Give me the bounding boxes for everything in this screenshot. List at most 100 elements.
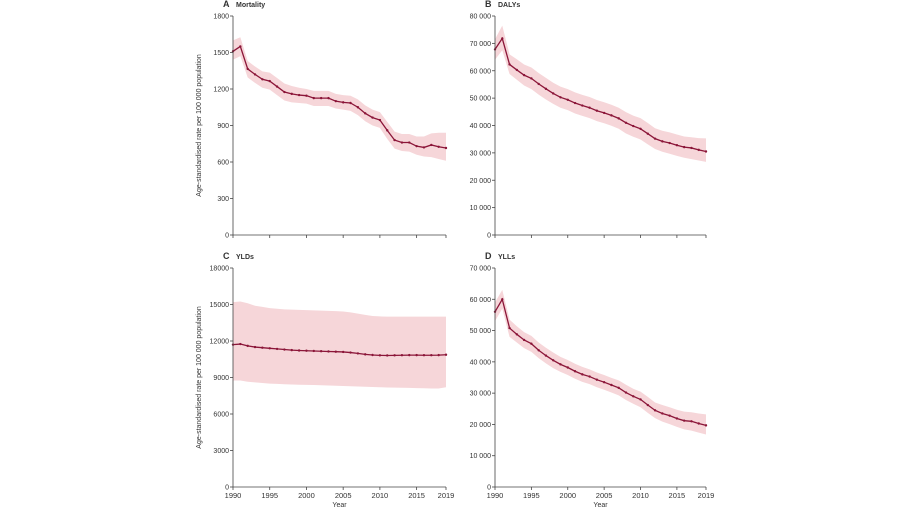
y-tick-label: 0 xyxy=(487,485,491,492)
x-axis-label: Year xyxy=(593,502,608,509)
data-point xyxy=(501,298,504,301)
data-point xyxy=(371,353,374,357)
x-tick-label: 2019 xyxy=(698,491,715,500)
data-point xyxy=(617,117,620,120)
data-point xyxy=(275,85,279,88)
x-tick-label: 2000 xyxy=(298,491,315,500)
data-point xyxy=(690,420,693,423)
data-point xyxy=(682,145,686,149)
y-tick-label: 50 000 xyxy=(470,328,492,335)
data-point xyxy=(675,417,679,420)
y-tick-label: 300 xyxy=(217,196,229,203)
data-point xyxy=(319,350,323,353)
series-line xyxy=(232,45,447,149)
data-point xyxy=(661,140,664,143)
data-point xyxy=(305,94,308,97)
x-tick-label: 1990 xyxy=(487,491,504,500)
x-tick-label: 2005 xyxy=(335,491,352,500)
y-tick-label: 60 000 xyxy=(470,68,492,75)
x-tick-label: 1995 xyxy=(523,491,540,500)
data-point xyxy=(537,82,540,86)
data-point xyxy=(334,99,338,103)
x-tick-label: 2015 xyxy=(669,491,686,500)
y-tick-label: 60 000 xyxy=(470,297,492,304)
data-point xyxy=(522,338,526,342)
data-point xyxy=(552,359,555,362)
x-tick-label: 2010 xyxy=(372,491,389,500)
data-point xyxy=(341,101,345,104)
data-point xyxy=(639,127,642,130)
data-point xyxy=(312,96,315,100)
data-point xyxy=(290,92,293,96)
x-tick-label: 1995 xyxy=(261,491,278,500)
data-point xyxy=(682,419,686,422)
data-point xyxy=(602,380,606,384)
y-tick-label: 600 xyxy=(217,160,229,167)
data-point xyxy=(312,349,315,353)
data-point xyxy=(364,112,367,115)
data-point xyxy=(530,342,533,345)
data-point xyxy=(646,403,649,407)
data-point xyxy=(581,104,584,107)
y-tick-label: 30 000 xyxy=(470,150,492,157)
y-tick-label: 0 xyxy=(225,485,229,492)
y-tick-label: 70 000 xyxy=(470,266,492,273)
data-point xyxy=(668,141,671,145)
data-point xyxy=(422,354,426,357)
panel-letter: C xyxy=(223,251,230,261)
x-tick-label: 2000 xyxy=(559,491,576,500)
data-point xyxy=(297,349,301,352)
data-point xyxy=(437,145,440,148)
data-point xyxy=(559,96,562,99)
panel-title: Mortality xyxy=(236,2,265,9)
y-tick-label: 50 000 xyxy=(470,96,492,103)
panel-title: YLDs xyxy=(236,254,254,261)
data-point xyxy=(559,363,562,366)
data-point xyxy=(632,395,635,398)
data-point xyxy=(690,146,693,150)
uncertainty-band xyxy=(233,301,446,389)
data-point xyxy=(408,353,411,357)
data-point xyxy=(415,353,418,357)
y-axis-label: Age-standardised rate per 100 000 popula… xyxy=(196,54,203,197)
data-point xyxy=(334,350,338,353)
data-point xyxy=(573,370,577,373)
data-point xyxy=(602,111,606,115)
data-point xyxy=(515,333,519,336)
y-tick-label: 18000 xyxy=(210,266,230,273)
data-point xyxy=(444,353,448,356)
data-point xyxy=(581,373,584,376)
data-point xyxy=(588,106,591,109)
data-point xyxy=(646,132,649,135)
data-point xyxy=(268,79,271,83)
data-point xyxy=(566,98,569,101)
data-point xyxy=(508,63,511,66)
data-point xyxy=(704,150,708,153)
data-point xyxy=(566,366,569,369)
data-point xyxy=(356,106,360,109)
data-point xyxy=(253,345,257,349)
y-tick-label: 0 xyxy=(487,233,491,240)
data-point xyxy=(239,45,242,48)
data-point xyxy=(522,73,526,77)
y-axis-label: Age-standardised rate per 100 000 popula… xyxy=(196,306,203,449)
y-tick-label: 12000 xyxy=(210,339,230,346)
data-point xyxy=(356,352,360,355)
data-point xyxy=(515,68,519,72)
y-tick-label: 900 xyxy=(217,123,229,130)
data-point xyxy=(610,383,613,387)
data-point xyxy=(393,138,396,142)
y-tick-label: 40 000 xyxy=(470,123,492,130)
data-point xyxy=(610,114,613,117)
data-point xyxy=(408,141,411,144)
data-point xyxy=(544,354,548,357)
panel-d: 0 10 000 20 000 30 000 40 000 50 000 60 000 70 … xyxy=(470,251,715,509)
y-tick-label: 1200 xyxy=(213,87,229,94)
data-point xyxy=(697,422,700,425)
data-point xyxy=(378,118,382,122)
uncertainty-band xyxy=(495,289,706,435)
data-point xyxy=(239,342,242,346)
data-point xyxy=(415,144,418,148)
data-point xyxy=(319,96,323,100)
data-point xyxy=(371,116,374,119)
